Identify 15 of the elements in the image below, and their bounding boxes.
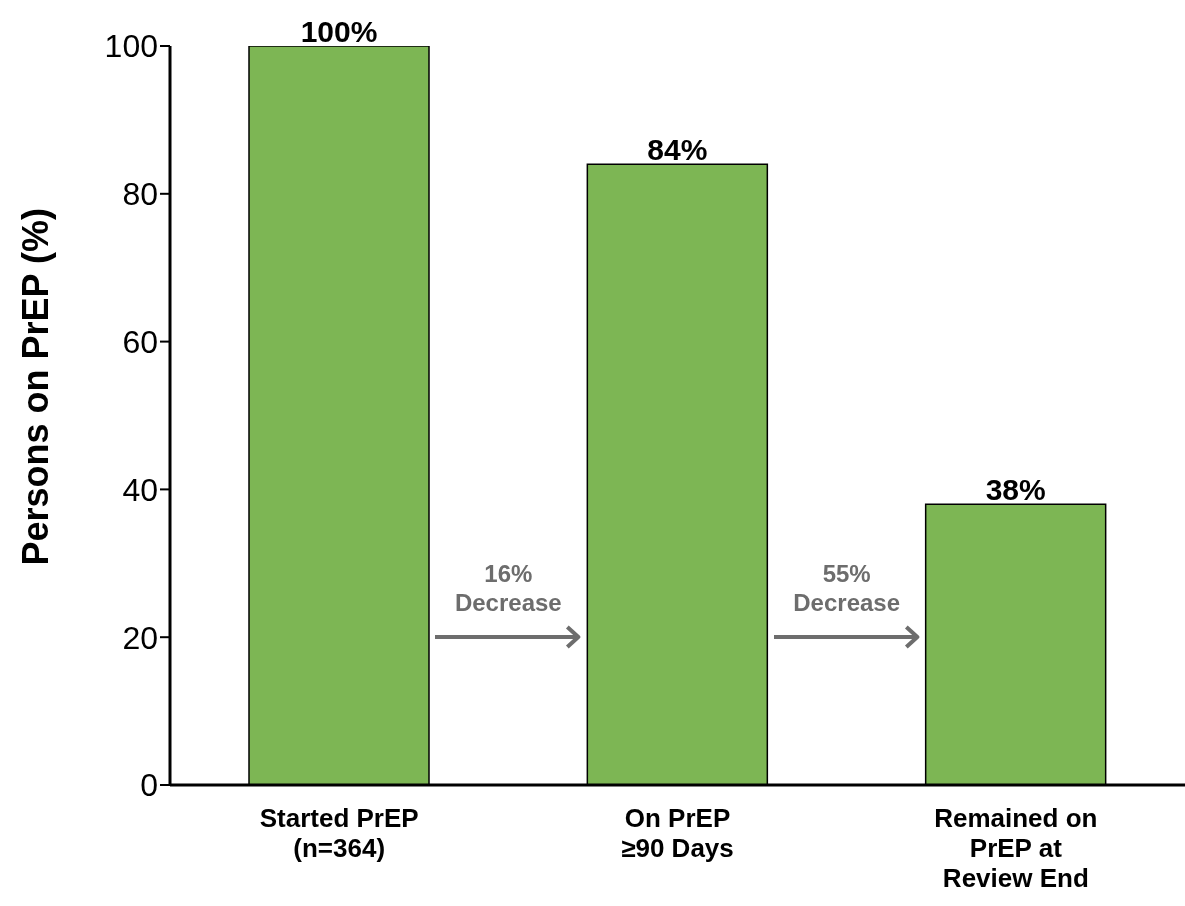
y-tick-label: 20 bbox=[122, 619, 158, 656]
y-tick-label: 0 bbox=[140, 767, 158, 804]
y-tick-label: 100 bbox=[104, 28, 158, 65]
y-axis-title: Persons on PrEP (%) bbox=[14, 208, 56, 566]
x-tick-label: Started PrEP (n=364) bbox=[259, 803, 419, 863]
x-tick-label: On PrEP ≥90 Days bbox=[621, 803, 734, 863]
data-label: 100% bbox=[300, 15, 378, 48]
annotation: 16% Decrease bbox=[453, 559, 563, 618]
data-label: 38% bbox=[985, 473, 1046, 507]
data-label: 84% bbox=[647, 133, 708, 167]
y-tick-label: 60 bbox=[122, 323, 158, 360]
annotation: 55% Decrease bbox=[792, 559, 902, 618]
y-tick-label: 80 bbox=[122, 176, 158, 213]
y-tick-label: 40 bbox=[122, 471, 158, 508]
x-tick-label: Remained on PrEP at Review End bbox=[934, 803, 1098, 893]
